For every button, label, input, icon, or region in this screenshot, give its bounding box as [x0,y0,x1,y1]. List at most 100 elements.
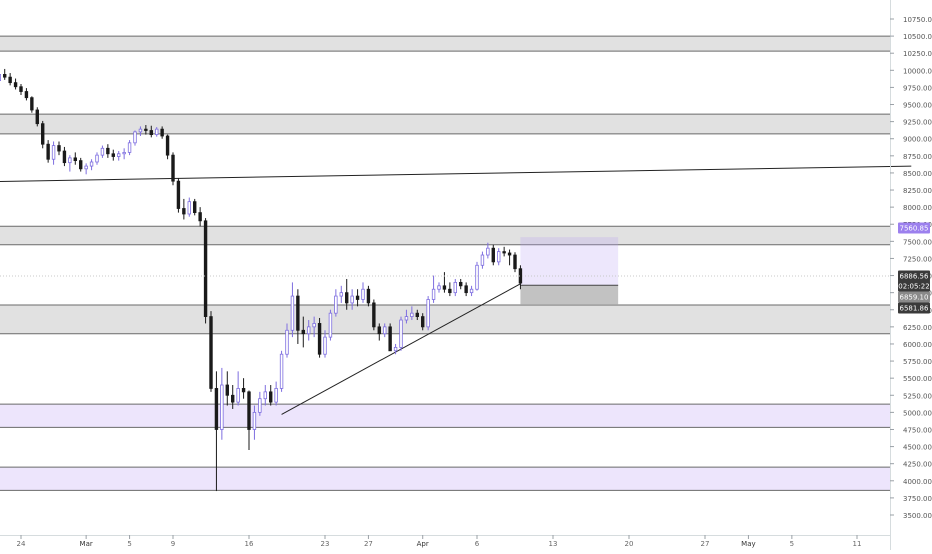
zone-3 [0,304,890,334]
candle-49 [241,378,246,399]
candle-body [35,109,39,125]
x-tick-label: 5 [127,540,131,548]
candle-41 [198,207,202,227]
candle-79 [404,309,409,324]
candle-68 [345,278,349,310]
candle-body [62,150,67,164]
price-labels: 7560.85 6886.56 02:05:22 6859.10 6581.86 [898,222,930,314]
candle-body [502,251,506,254]
candle-54 [269,385,273,406]
candle-body [225,384,229,396]
candle-10 [30,96,34,113]
candle-body [171,154,175,182]
candle-body [491,247,495,263]
candle-83 [426,296,430,331]
candle-body [437,285,441,290]
y-tick-label: 10750.00 [903,16,932,24]
candle-body [431,288,436,300]
candle-21 [89,159,94,171]
candle-body [350,295,354,304]
candle-17 [68,155,72,172]
candle-body [144,128,148,131]
candle-body [241,388,246,393]
candle-body [198,212,202,222]
candle-20 [84,163,88,175]
candle-body [366,288,371,304]
price-label-text: 6581.86 [900,305,929,313]
candle-27 [122,148,126,160]
candle-18 [73,152,77,165]
candle-82 [421,313,425,331]
candle-body [307,326,311,335]
y-tick-label: 8500.00 [903,170,932,178]
candle-body [13,82,18,88]
candle-body [41,123,45,145]
candle-body [296,295,300,331]
candle-81 [415,309,419,321]
candle-body [106,147,110,155]
zone-4 [0,404,890,428]
candle-body [46,143,50,160]
zone-0 [0,36,890,52]
x-tick-label: 9 [171,540,175,548]
trendline-0 [0,165,912,182]
candle-body [453,281,457,294]
candle-63 [317,317,322,358]
y-tick-label: 6250.00 [903,324,932,332]
y-tick-label: 4750.00 [903,426,932,434]
candle-56 [279,350,284,392]
candle-body [203,220,208,318]
candle-body [214,388,219,430]
time-axis[interactable]: 24 Mar 5 9 16 23 27 Apr 6 13 20 27 May 5 11 [0,535,890,548]
candle-91 [469,285,474,297]
candle-96 [497,248,501,266]
candle-93 [480,251,485,269]
zone-1 [0,114,890,134]
candle-body [149,130,153,136]
candle-body [236,388,240,403]
candle-29 [133,130,137,146]
x-tick-label: 11 [853,540,862,548]
candle-body [404,316,409,321]
candle-body [442,285,447,290]
candle-70 [355,289,360,307]
candle-body [122,152,126,155]
y-tick-label: 5000.00 [903,409,932,417]
y-tick-label: 7500.00 [903,238,932,246]
candle-body [448,288,452,294]
price-label-bg [898,280,930,292]
y-tick-label: 10250.00 [903,50,932,58]
candle-body [165,135,170,156]
candle-11 [35,107,39,127]
candle-28 [127,140,132,156]
candle-14 [51,141,56,165]
y-tick-label: 5750.00 [903,358,932,366]
candle-89 [459,278,463,290]
candle-90 [464,282,468,297]
price-label-bg [898,270,930,282]
x-tick-label: Mar [80,540,93,548]
candle-body [258,398,262,413]
y-tick-label: 3750.00 [903,495,932,503]
candle-45 [220,367,224,440]
price-label-bg [898,222,930,234]
price-label-3: 6859.10 [898,291,930,303]
candle-body [317,323,322,355]
candle-34 [160,126,164,139]
candle-body [290,295,295,331]
candle-9 [24,88,29,101]
candle-75 [383,323,387,338]
x-tick-label: Apr [417,540,429,548]
candle-body [355,295,360,300]
x-tick-label: 23 [321,540,330,548]
candle-body [89,161,94,167]
candle-body [19,86,23,92]
candle-body [279,353,284,389]
candle-65 [328,309,333,341]
candle-13 [46,140,50,163]
candle-body [209,316,213,389]
y-tick-label: 9750.00 [903,84,932,92]
price-label-bg [898,302,930,314]
candle-50 [247,390,251,451]
